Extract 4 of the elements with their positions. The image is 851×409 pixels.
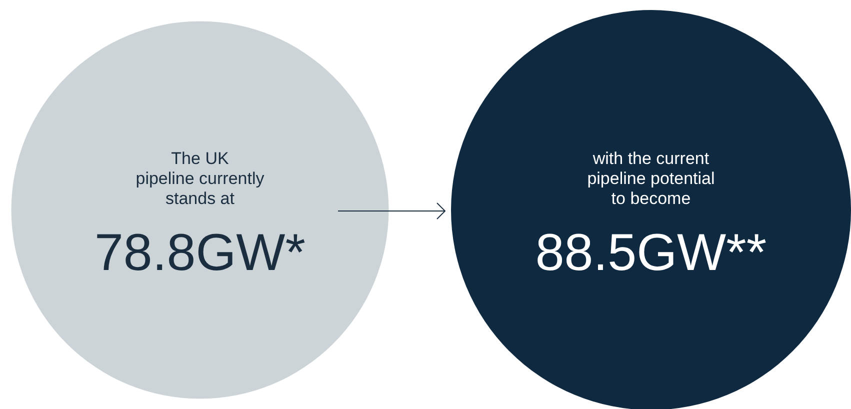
category-label: with the current pipeline potential to become (587, 149, 715, 208)
data-label: 88.5GW** (535, 224, 767, 282)
category-label: The UK pipeline currently stands at (136, 149, 265, 208)
data-label: 78.8GW* (94, 224, 306, 282)
